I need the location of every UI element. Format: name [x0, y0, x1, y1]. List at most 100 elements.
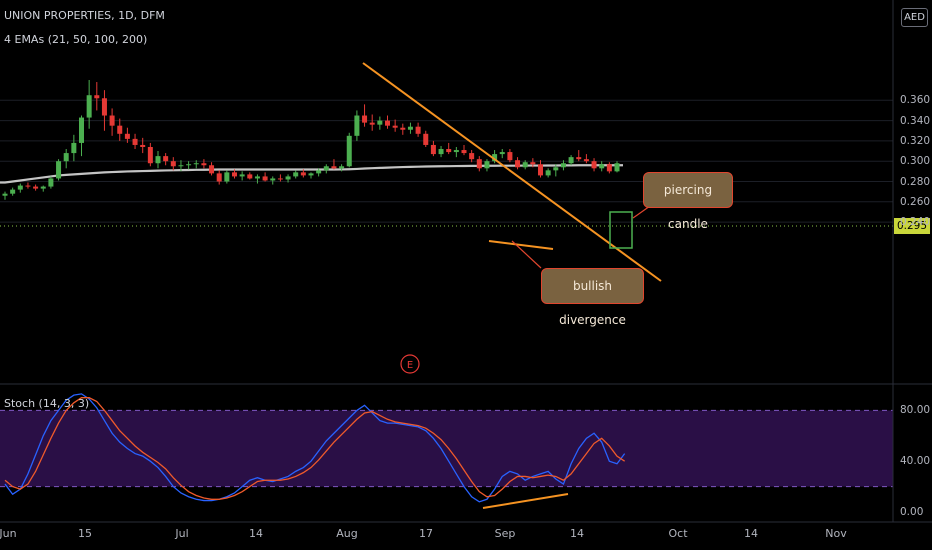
candle-body: [438, 149, 444, 155]
candle-body: [400, 127, 406, 130]
candle: [385, 115, 390, 129]
candle: [599, 161, 605, 172]
piercing-candle-highlight[interactable]: [609, 211, 633, 249]
candle-body: [476, 159, 482, 169]
candle-body: [316, 170, 322, 174]
candle: [522, 160, 528, 170]
x-tick-label: 14: [249, 527, 263, 540]
currency-label[interactable]: AED: [901, 8, 928, 27]
stoch-lines: [4, 393, 626, 503]
candle-body: [79, 117, 84, 143]
candles-layer: [2, 80, 620, 200]
candle-body: [576, 157, 582, 160]
candle-body: [560, 163, 566, 168]
x-tick-label: Jul: [175, 527, 189, 540]
candle-body: [94, 95, 100, 99]
candle: [48, 176, 54, 189]
candle: [117, 118, 123, 141]
candle-body: [71, 142, 77, 154]
piercing-candle-callout: piercing candle: [643, 172, 733, 231]
candle-body: [453, 150, 459, 153]
candle: [308, 172, 314, 179]
candle: [545, 168, 551, 178]
candle-body: [109, 115, 115, 126]
stoch-legend[interactable]: Stoch (14, 3, 3): [4, 397, 90, 410]
candle: [239, 171, 245, 181]
candle: [56, 159, 62, 181]
candle-body: [2, 193, 8, 196]
candle-body: [117, 125, 123, 134]
candle-body: [300, 172, 306, 176]
candle: [407, 122, 413, 134]
symbol-title[interactable]: UNION PROPERTIES, 1D, DFM: [4, 9, 165, 22]
candle: [124, 127, 130, 143]
candle-body: [10, 189, 16, 194]
candle-body: [186, 164, 192, 166]
candle-body: [446, 149, 452, 153]
candle-body: [239, 174, 245, 177]
candle-body: [277, 178, 283, 180]
candle: [109, 108, 115, 136]
candle: [560, 160, 566, 171]
candle: [476, 156, 482, 172]
candle: [201, 159, 207, 169]
candle-body: [247, 174, 253, 179]
candle: [155, 151, 161, 169]
candle: [147, 142, 153, 167]
candle-body: [63, 153, 69, 162]
candle: [17, 183, 23, 193]
ema-legend[interactable]: 4 EMAs (21, 50, 100, 200): [4, 33, 148, 46]
candle-body: [308, 173, 314, 176]
candle: [339, 164, 345, 172]
x-tick-label: 15: [78, 527, 92, 540]
candle-body: [606, 164, 612, 172]
candle-body: [362, 115, 368, 123]
candle: [277, 174, 283, 182]
candle: [293, 170, 299, 179]
candle: [224, 170, 230, 184]
candle-body: [48, 178, 54, 187]
candle-body: [407, 126, 413, 130]
candle: [254, 174, 260, 184]
candle-body: [25, 185, 31, 187]
candle: [415, 122, 421, 137]
candle-body: [430, 144, 436, 155]
candle-body: [538, 164, 543, 176]
candle: [484, 159, 490, 172]
x-tick-label: Oct: [668, 527, 688, 540]
candle-body: [461, 150, 467, 154]
candle: [461, 144, 467, 156]
stoch-tick-label: 80.00: [900, 404, 931, 417]
earnings-marker[interactable]: E: [400, 354, 420, 374]
x-tick-label: Sep: [494, 527, 516, 540]
candle-body: [530, 162, 536, 165]
price-gridlines: [0, 99, 893, 227]
candle-body: [147, 146, 153, 164]
ema-200-line: [0, 164, 623, 184]
candle-body: [377, 120, 383, 125]
candle: [446, 142, 452, 155]
price-divergence-line[interactable]: [488, 240, 554, 250]
candle-body: [40, 186, 46, 189]
candle-body: [385, 120, 390, 126]
bullish-divergence-callout: bullish divergence: [541, 268, 644, 327]
candle-body: [614, 163, 620, 172]
candle-body: [492, 154, 498, 162]
candle: [499, 149, 505, 159]
candle: [216, 170, 222, 185]
stoch-divergence-line[interactable]: [482, 493, 569, 509]
candle: [101, 90, 107, 131]
candle: [163, 153, 169, 166]
candle-body: [101, 98, 107, 116]
y-tick-label: 0.300: [900, 155, 931, 168]
candle-body: [323, 166, 329, 171]
candle-body: [293, 172, 299, 177]
candle: [33, 184, 39, 191]
y-tick-label: 0.360: [900, 94, 931, 107]
candle: [285, 174, 291, 183]
last-price-tag: 0.295: [894, 218, 930, 234]
candle: [40, 185, 46, 192]
y-tick-label: 0.320: [900, 134, 931, 147]
descending-trendline[interactable]: [362, 62, 662, 282]
